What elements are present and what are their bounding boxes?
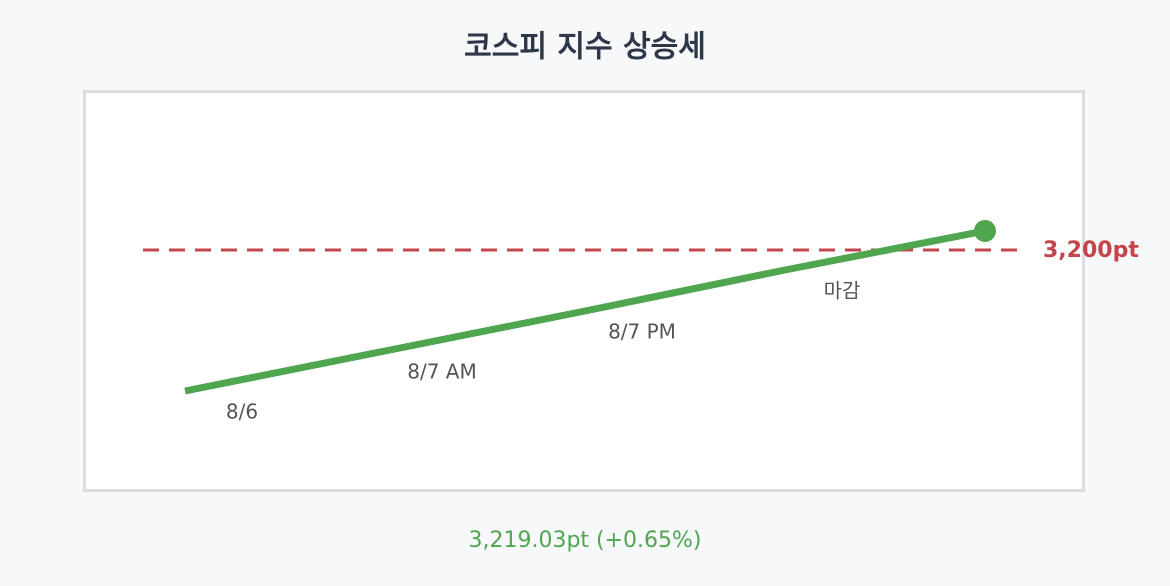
point-label: 8/7 AM [407, 360, 476, 384]
data-line [184, 227, 986, 395]
point-label: 마감 [824, 279, 861, 303]
plot-area [83, 90, 1085, 492]
reference-label: 3,200pt [1043, 238, 1139, 263]
summary: 3,219.03pt (+0.65%) [468, 528, 701, 553]
end-point [974, 219, 996, 242]
chart-title: 코스피 지수 상승세 [464, 30, 706, 65]
point-label: 8/6 [226, 400, 258, 424]
point-label: 8/7 PM [608, 320, 676, 344]
